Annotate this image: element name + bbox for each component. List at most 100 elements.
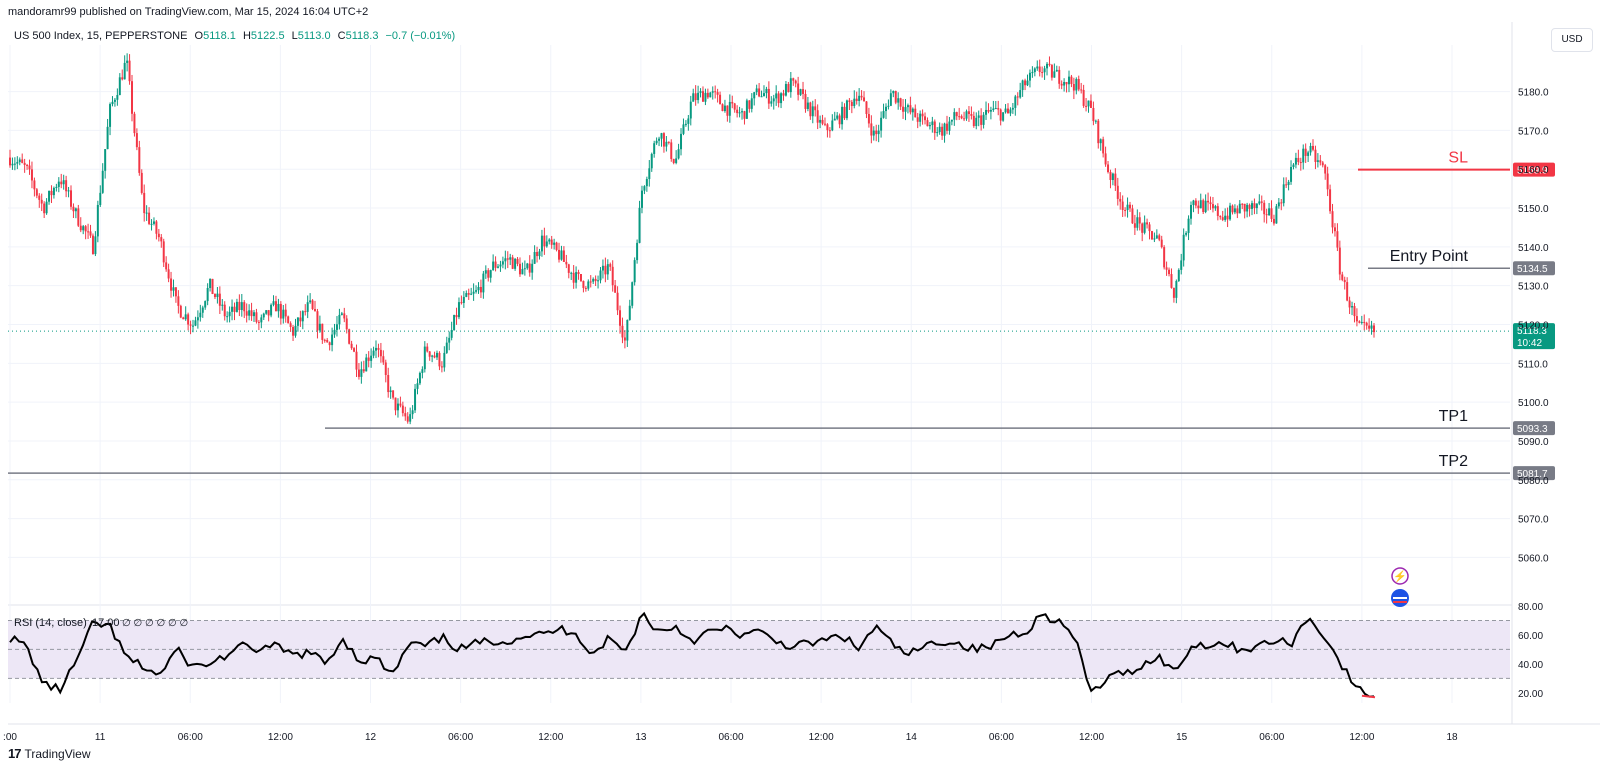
candle-body: [1219, 215, 1222, 218]
candle-body: [1026, 80, 1029, 86]
price-tick-label: 5130.0: [1518, 282, 1549, 293]
candle-body: [1365, 322, 1368, 326]
candle-body: [1126, 204, 1129, 210]
level-label: TP2: [1439, 453, 1468, 470]
candle-body: [1260, 201, 1263, 203]
candle-body: [116, 95, 119, 100]
candle-body: [1119, 198, 1122, 202]
candle-body: [1155, 235, 1158, 239]
candle-body: [587, 281, 590, 289]
candle-body: [1333, 227, 1336, 232]
candle-body: [487, 270, 490, 278]
candle-body: [1211, 204, 1214, 209]
candle-body: [543, 235, 546, 247]
candle-body: [1290, 166, 1293, 182]
candle-body: [567, 264, 570, 273]
candle-body: [1270, 208, 1273, 219]
candle-body: [1180, 260, 1183, 270]
candle-body: [1160, 239, 1163, 248]
candle-body: [184, 314, 187, 320]
candle-body: [733, 103, 736, 110]
candle-body: [121, 77, 124, 80]
candle-body: [174, 287, 177, 297]
candle-body: [1292, 164, 1295, 167]
candle-body: [504, 258, 507, 262]
candle-body: [1109, 172, 1112, 180]
candle-body: [443, 352, 446, 368]
candle-body: [621, 325, 624, 338]
candle-body: [958, 116, 961, 118]
price-tick-label: 5180.0: [1518, 88, 1549, 99]
candle-body: [155, 221, 158, 234]
candle-body: [1043, 68, 1046, 73]
price-tick-label: 5110.0: [1518, 359, 1548, 370]
candle-body: [91, 235, 94, 255]
candle-body: [245, 311, 248, 316]
level-price-tag: [1513, 466, 1555, 481]
candle-body: [1185, 232, 1188, 235]
candle-body: [989, 110, 992, 112]
rsi-tick-label: 20.00: [1518, 689, 1543, 700]
time-tick-label: 18: [1446, 732, 1458, 743]
candle-body: [1014, 96, 1017, 108]
candle-body: [489, 270, 492, 278]
currency-button[interactable]: USD: [1551, 28, 1593, 52]
candle-body: [1285, 184, 1288, 186]
candle-body: [165, 262, 168, 270]
candle-body: [1153, 238, 1156, 240]
candle-body: [682, 124, 685, 134]
candle-body: [272, 301, 275, 305]
candle-body: [1202, 200, 1205, 213]
candle-body: [523, 268, 526, 270]
candle-body: [550, 239, 553, 245]
candle-body: [704, 92, 707, 102]
candle-body: [860, 95, 863, 98]
candle-body: [406, 416, 409, 422]
candle-body: [992, 108, 995, 111]
candle-body: [841, 106, 844, 125]
candle-body: [1024, 80, 1027, 86]
candle-body: [1175, 280, 1178, 298]
candle-body: [1087, 100, 1090, 107]
candle-body: [972, 115, 975, 127]
candle-body: [1197, 205, 1200, 209]
candle-body: [921, 113, 924, 117]
candle-body: [560, 250, 563, 260]
candle-body: [1341, 274, 1344, 280]
candle-body: [809, 102, 812, 117]
candle-body: [1021, 80, 1024, 91]
low-label: L: [291, 30, 298, 42]
candle-body: [192, 325, 195, 327]
flash-icon[interactable]: [1391, 567, 1409, 585]
candle-body: [855, 98, 858, 101]
candle-body: [60, 181, 63, 185]
candle-body: [1033, 68, 1036, 73]
candle-body: [311, 300, 314, 310]
candle-body: [999, 109, 1002, 121]
candle-body: [1077, 78, 1080, 90]
candle-body: [1150, 231, 1153, 240]
candle-body: [784, 84, 787, 96]
candle-body: [924, 116, 927, 121]
tradingview-logo-icon[interactable]: 17: [8, 746, 22, 761]
candle-body: [589, 281, 592, 283]
candle-body: [1165, 267, 1168, 270]
candle-body: [594, 278, 597, 281]
candle-body: [655, 140, 658, 144]
change-value: −0.7 (−0.01%): [385, 30, 456, 42]
candle-body: [355, 351, 358, 370]
candle-body: [399, 403, 402, 406]
candle-body: [350, 343, 353, 349]
candle-body: [643, 186, 646, 191]
candle-body: [926, 120, 929, 127]
candle-body: [1111, 173, 1114, 180]
brand-name[interactable]: TradingView: [24, 746, 91, 761]
symbol-name[interactable]: US 500 Index, 15, PEPPERSTONE: [14, 30, 188, 42]
candle-body: [38, 195, 41, 200]
candle-body: [1263, 202, 1266, 215]
candle-body: [1124, 209, 1127, 211]
candle-body: [421, 369, 424, 373]
candle-body: [40, 199, 43, 204]
rsi-legend: RSI (14, close) 17.00 ∅ ∅ ∅ ∅ ∅ ∅: [14, 617, 188, 629]
